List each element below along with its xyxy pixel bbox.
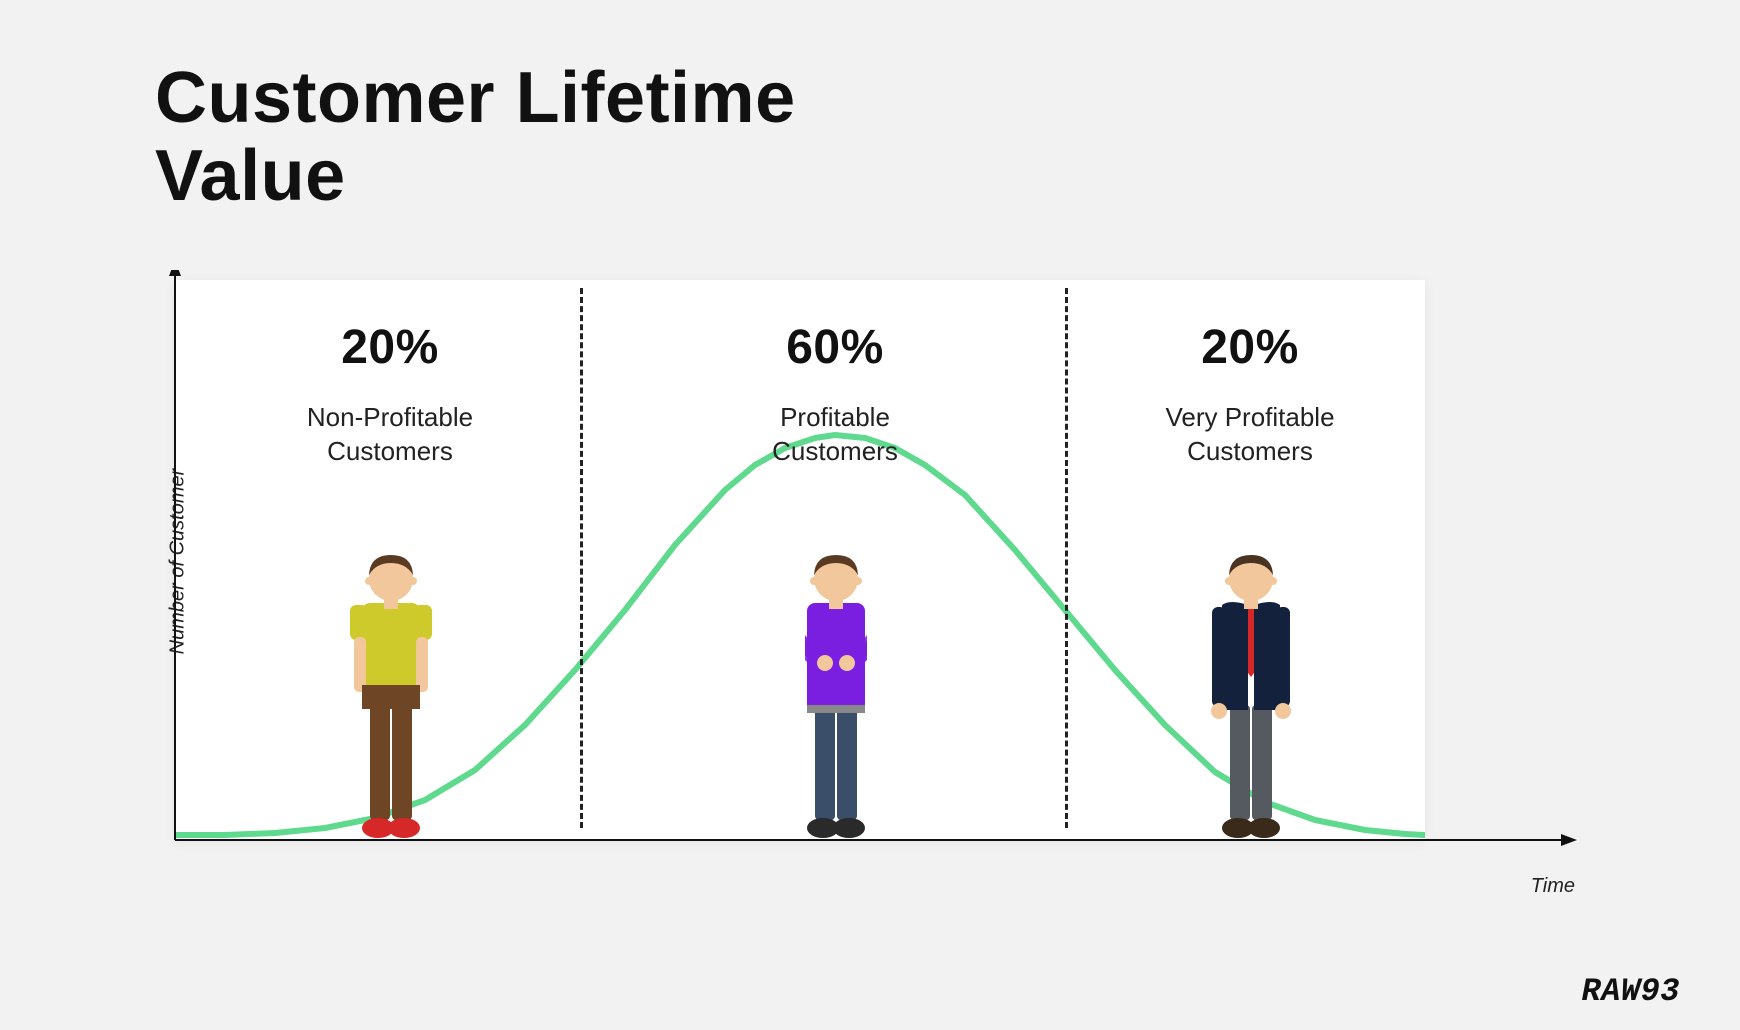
segment-percentage-3: 20%	[1090, 320, 1410, 375]
section-divider-2	[1065, 288, 1068, 828]
person-icon	[1170, 545, 1330, 840]
page-title: Customer LifetimeValue	[155, 60, 796, 216]
segment-label-3: Very ProfitableCustomers	[1090, 401, 1410, 469]
person-icon	[755, 545, 915, 840]
section-divider-1	[580, 288, 583, 828]
person-icon	[310, 545, 470, 840]
segment-3: 20% Very ProfitableCustomers	[1090, 320, 1410, 469]
segment-label-2: ProfitableCustomers	[675, 401, 995, 469]
segment-1: 20% Non-ProfitableCustomers	[230, 320, 550, 469]
logo: RAW93	[1581, 973, 1680, 1010]
segment-percentage-2: 60%	[675, 320, 995, 375]
x-axis-label: Time	[1531, 875, 1575, 898]
segment-2: 60% ProfitableCustomers	[675, 320, 995, 469]
chart-area: Number of Customer Time 20%Non-Profitabl…	[175, 280, 1425, 840]
segment-label-1: Non-ProfitableCustomers	[230, 401, 550, 469]
segment-percentage-1: 20%	[230, 320, 550, 375]
